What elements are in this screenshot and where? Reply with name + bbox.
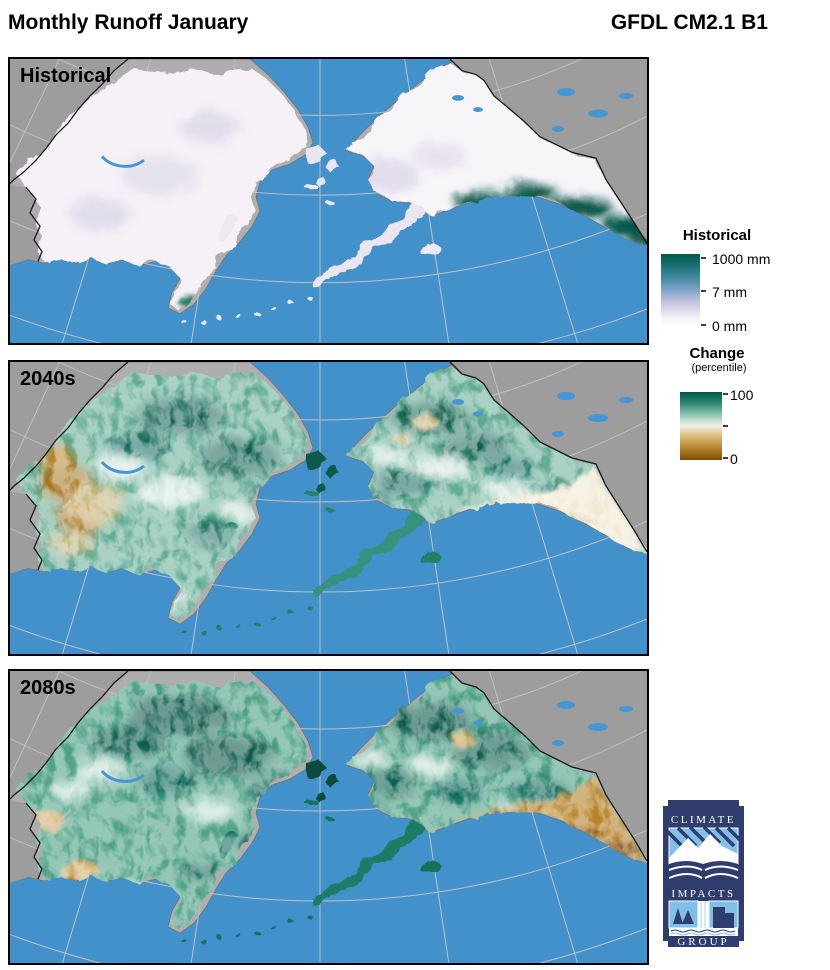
logo-waterfall-scene [668,900,739,936]
legend-tick [701,290,706,292]
model-label: GFDL CM2.1 B1 [610,11,768,34]
legend-change-subtitle: (percentile) [691,362,747,374]
legend-change: Change (percentile) 100 0 [652,345,802,470]
legend-tick [701,324,706,326]
legend-tick [723,425,728,427]
legend-tick [723,393,728,395]
legend-historical: Historical 1000 mm 7 mm 0 mm [652,227,802,339]
page-title: Monthly Runoff January [8,11,249,34]
legend-tick [723,457,728,459]
panel-label-historical: Historical [20,65,112,87]
map-panel-historical: Historical [8,57,649,345]
legend-label-1000mm: 1000 mm [712,251,771,267]
legend-historical-colorbar [661,254,700,325]
panel-label-2080s: 2080s [20,677,76,699]
legend-label-0mm: 0 mm [712,318,747,334]
legend-tick [701,257,706,259]
logo-line-group: GROUP [677,936,729,947]
map-2080s [10,671,647,963]
legend-label-0: 0 [730,451,738,467]
legend-label-100: 100 [730,387,754,403]
legend-historical-title: Historical [682,227,752,244]
panel-label-2040s: 2040s [20,368,76,390]
legend-change-colorbar [680,392,722,460]
climate-impacts-group-logo: CLIMATE IMPACTS [660,800,747,948]
map-2040s [10,362,647,654]
logo-graphic: CLIMATE IMPACTS [663,800,744,948]
logo-line-climate: CLIMATE [671,814,736,826]
logo-line-impacts: IMPACTS [671,888,735,900]
legend-label-7mm: 7 mm [712,284,747,300]
map-panel-2040s: 2040s [8,360,649,656]
map-panel-2080s: 2080s [8,669,649,965]
logo-mountain-scene [664,825,742,884]
legend-change-title: Change [689,345,745,362]
historical-map [10,59,647,343]
